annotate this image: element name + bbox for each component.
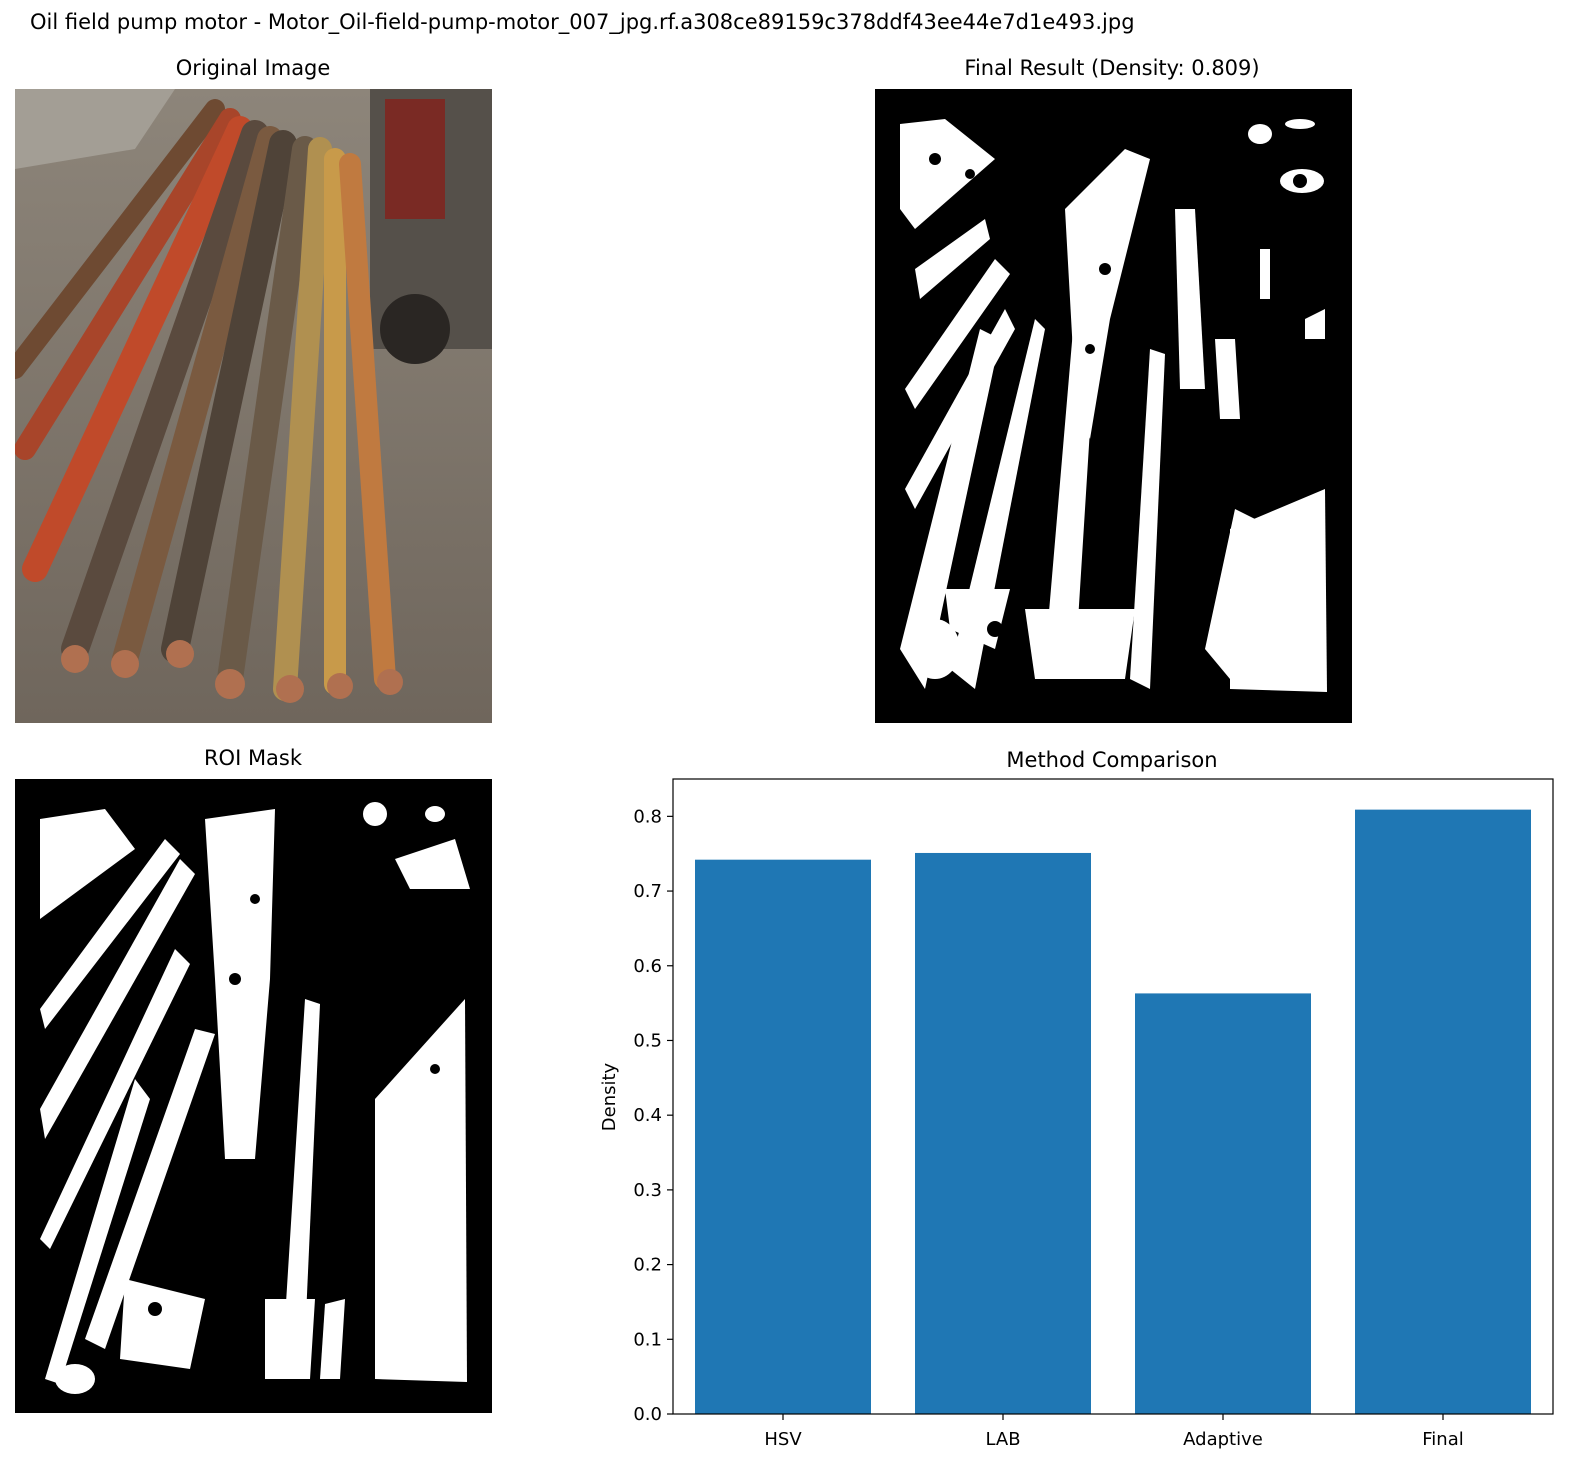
original-image-title: Original Image (175, 56, 331, 80)
y-tick-label: 0.5 (633, 1030, 662, 1051)
figure-suptitle: Oil field pump motor - Motor_Oil-field-p… (30, 10, 1135, 34)
y-tick-label: 0.1 (633, 1329, 662, 1350)
y-tick-label: 0.7 (633, 881, 662, 902)
y-tick-label: 0.6 (633, 956, 662, 977)
final-result-mask (875, 89, 1352, 723)
x-tick-label: HSV (764, 1429, 802, 1450)
x-tick-label: LAB (985, 1429, 1020, 1450)
original-image (15, 89, 492, 723)
bar-final (1355, 809, 1531, 1414)
x-tick-label: Adaptive (1183, 1429, 1263, 1450)
chart-title: Method Comparison (1006, 748, 1217, 772)
roi-mask (15, 779, 492, 1413)
y-tick-label: 0.8 (633, 806, 662, 827)
roi-mask-title: ROI Mask (203, 746, 303, 770)
plot-area-frame (672, 778, 1554, 1415)
bar-adaptive (1135, 993, 1311, 1414)
y-tick-label: 0.3 (633, 1180, 662, 1201)
x-tick-label: Final (1422, 1429, 1463, 1450)
y-axis-label: Density (599, 1062, 620, 1131)
y-tick-label: 0.2 (633, 1255, 662, 1276)
y-tick-label: 0.0 (633, 1404, 662, 1425)
bar-hsv (695, 859, 871, 1414)
bar-lab (915, 852, 1091, 1414)
y-tick-label: 0.4 (633, 1105, 662, 1126)
final-result-title: Final Result (Density: 0.809) (964, 56, 1260, 80)
